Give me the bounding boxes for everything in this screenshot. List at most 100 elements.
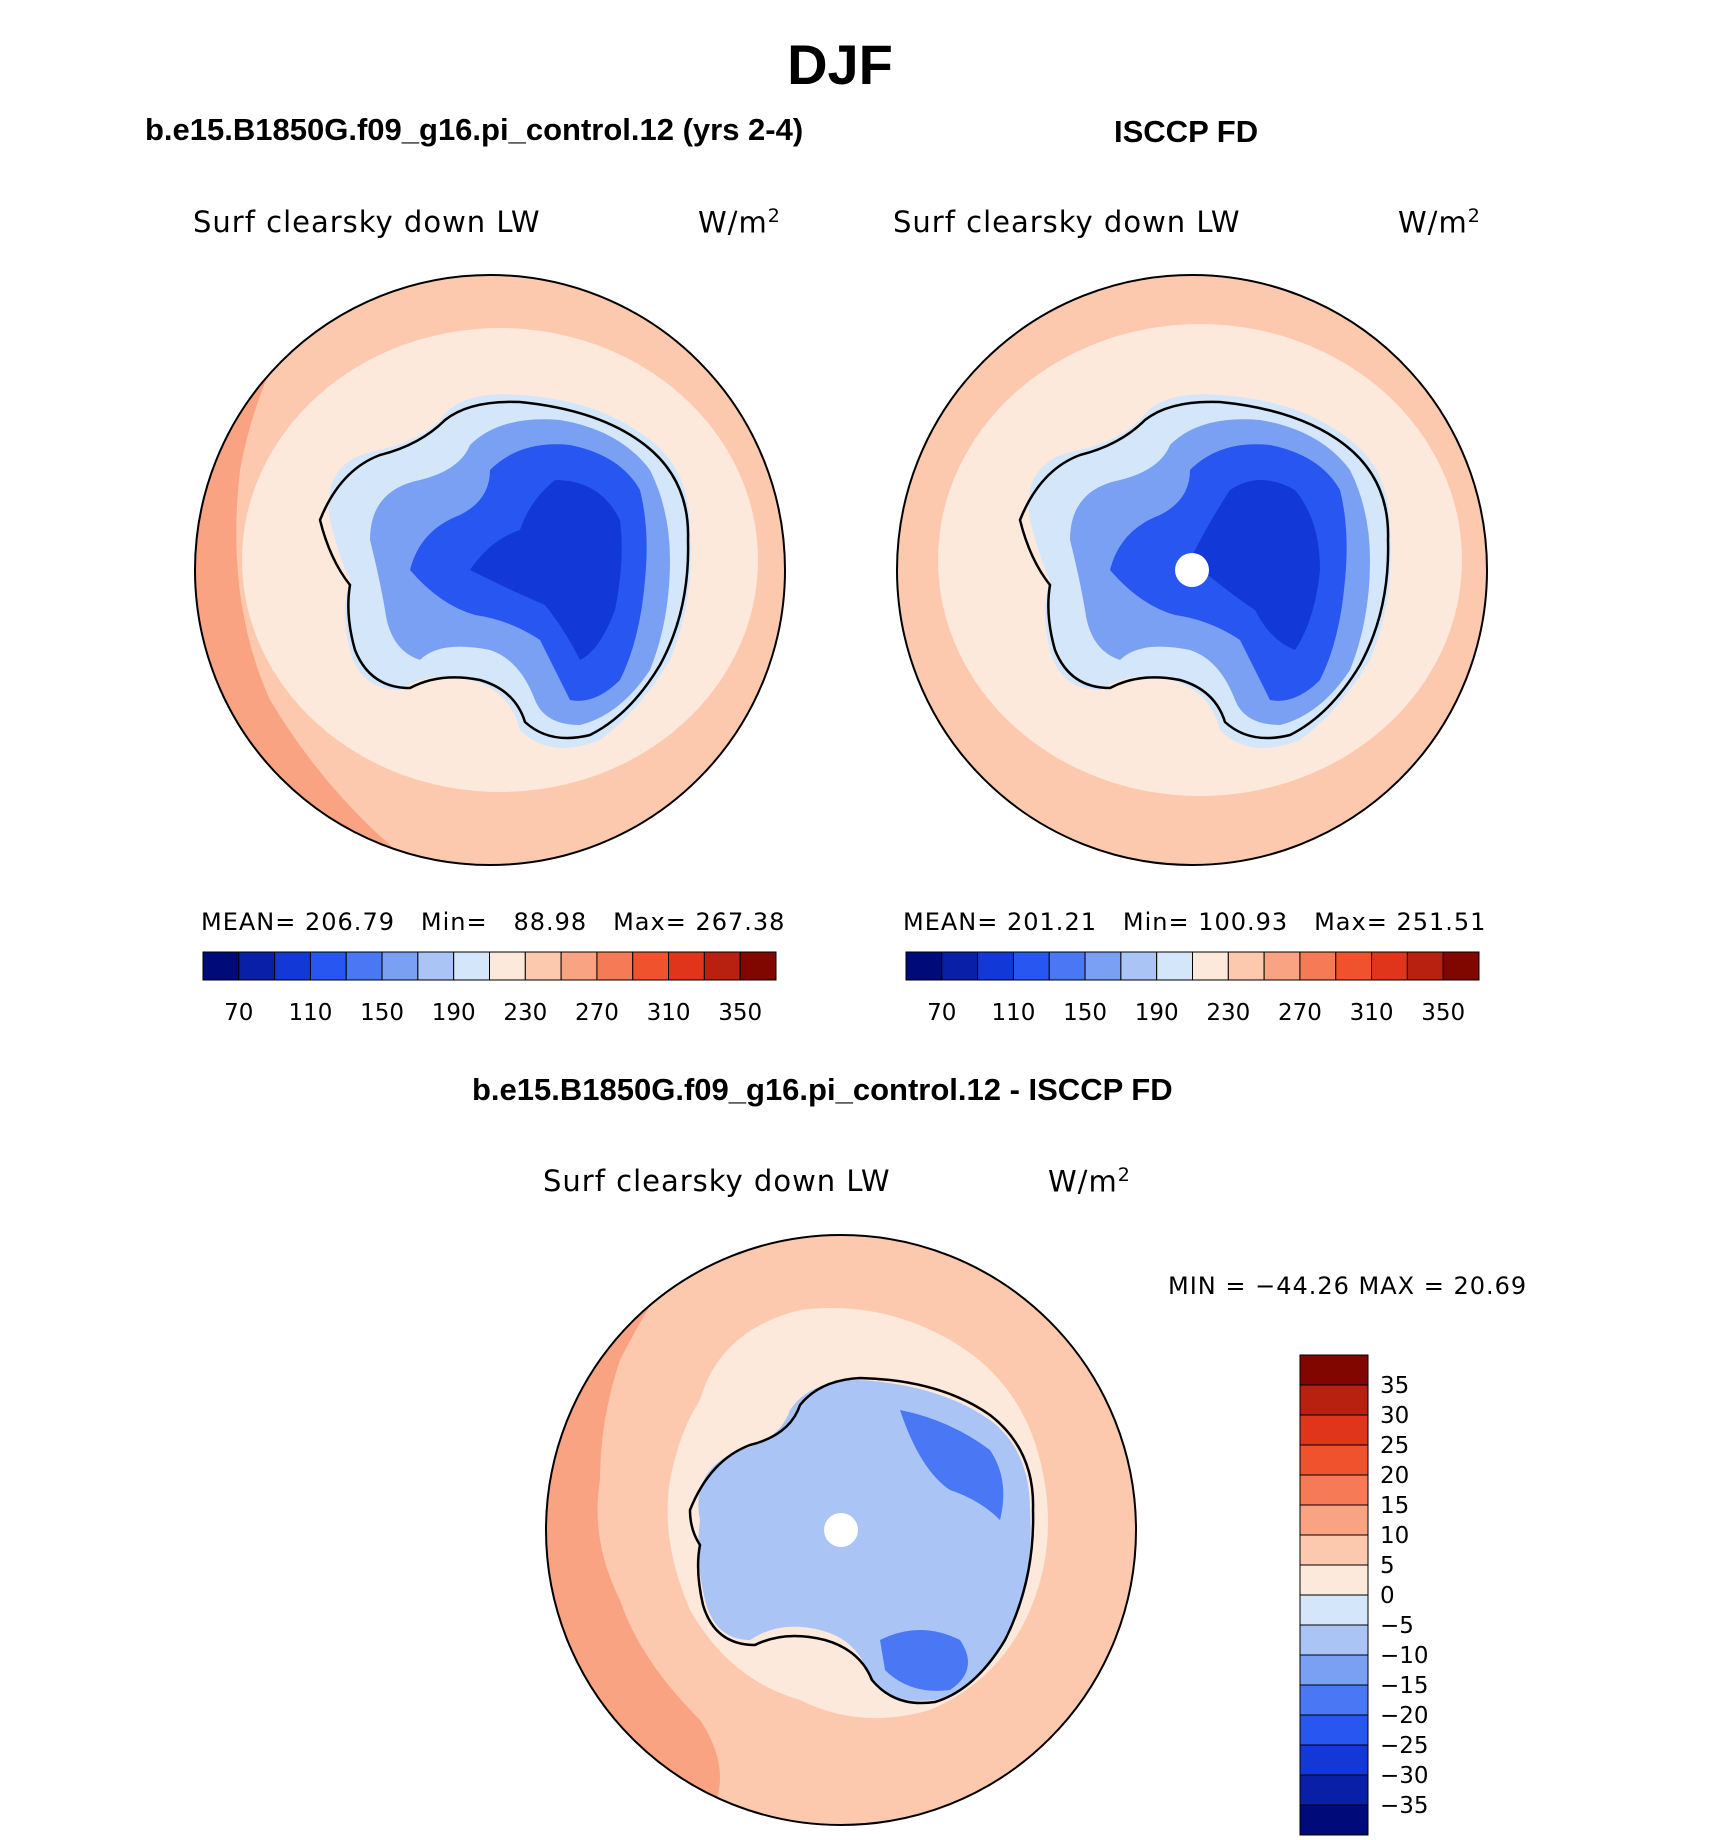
- left-colorbar-swatch: [524, 951, 562, 981]
- left-colorbar-swatch: [489, 951, 526, 981]
- right-colorbar-swatch: [1048, 951, 1086, 981]
- difference-colorbar-tick-label: −20: [1380, 1703, 1429, 1729]
- left-colorbar-tick-label: 310: [647, 1000, 691, 1026]
- right-variable-label: Surf clearsky down LW: [893, 205, 1241, 239]
- right-colorbar-swatch: [1084, 951, 1122, 981]
- difference-colorbar-swatch: [1299, 1714, 1369, 1746]
- difference-colorbar-tick-label: −5: [1380, 1613, 1414, 1639]
- difference-colorbar-tick-label: 0: [1380, 1583, 1395, 1609]
- left-colorbar-swatch: [596, 951, 634, 981]
- right-colorbar-swatch: [1263, 951, 1301, 981]
- difference-colorbar-swatch: [1299, 1384, 1369, 1416]
- left-colorbar-swatch: [345, 951, 383, 981]
- left-colorbar-swatch: [381, 951, 419, 981]
- right-max-label: Max=: [1314, 908, 1388, 936]
- right-colorbar-swatch: [1335, 951, 1373, 981]
- right-ice-core: [1190, 480, 1320, 650]
- bottom-panel-title: b.e15.B1850G.f09_g16.pi_control.12 - ISC…: [472, 1072, 1173, 1107]
- left-colorbar-swatch: [739, 951, 777, 981]
- bottom-map-border: [545, 1234, 1137, 1826]
- left-min-label: Min=: [420, 908, 488, 936]
- left-colorbar-swatch: [703, 951, 741, 981]
- right-mean-value: 201.21: [1007, 908, 1097, 936]
- bottom-diff-strong-south: [880, 1630, 968, 1691]
- bottom-units: W/m2: [1048, 1164, 1131, 1199]
- difference-colorbar-tick-label: −10: [1380, 1643, 1429, 1669]
- left-colorbar-tick-label: 350: [718, 1000, 762, 1026]
- right-colorbar-swatch: [1299, 951, 1337, 981]
- right-colorbar-tick-label: 110: [991, 1000, 1035, 1026]
- left-colorbar-swatch: [309, 951, 347, 981]
- right-colorbar-tick-label: 190: [1135, 1000, 1179, 1026]
- right-coastline: [1018, 400, 1390, 740]
- difference-colorbar-tick-label: 10: [1380, 1523, 1409, 1549]
- right-colorbar-tick-label: 310: [1350, 1000, 1394, 1026]
- difference-colorbar: −35 −30 −25 −20 −15 −10 −5 0 5 10 15 20 25 30 35: [1299, 1354, 1429, 1836]
- right-mean-label: MEAN=: [903, 908, 999, 936]
- right-max-value: 251.51: [1396, 908, 1487, 936]
- difference-colorbar-swatch: [1299, 1504, 1369, 1536]
- difference-colorbar-swatch: [1299, 1654, 1369, 1686]
- left-colorbar-tick-label: 230: [503, 1000, 547, 1026]
- difference-colorbar-tick-label: −30: [1380, 1763, 1429, 1789]
- left-colorbar-swatch: [453, 951, 490, 981]
- bottom-polar-hole: [824, 1513, 858, 1547]
- right-colorbar-swatch: [1406, 951, 1444, 981]
- difference-colorbar-tick-label: 25: [1380, 1433, 1409, 1459]
- right-colorbar-tick-label: 350: [1421, 1000, 1465, 1026]
- right-colorbar-swatch: [1371, 951, 1408, 981]
- left-mean-value: 206.79: [305, 908, 395, 936]
- left-colorbar-swatch: [202, 951, 240, 981]
- left-map: [195, 275, 785, 865]
- figure-title: DJF: [787, 33, 893, 96]
- right-colorbar-tick-label: 270: [1278, 1000, 1322, 1026]
- difference-colorbar-swatch: [1299, 1684, 1369, 1716]
- right-map-border: [896, 274, 1488, 866]
- difference-colorbar-swatch: [1299, 1744, 1369, 1776]
- left-units: W/m2: [698, 205, 781, 240]
- right-min-label: Min=: [1122, 908, 1190, 936]
- right-colorbar-tick-label: 70: [927, 1000, 956, 1026]
- right-colorbar-swatch: [1012, 951, 1050, 981]
- right-colorbar-tick-label: 230: [1206, 1000, 1250, 1026]
- difference-colorbar-tick-label: 20: [1380, 1463, 1409, 1489]
- right-colorbar: 70 110 150 190 230 270 310 350: [905, 951, 1480, 1026]
- left-max-value: 267.38: [695, 908, 786, 936]
- right-colorbar-tick-label: 150: [1063, 1000, 1107, 1026]
- right-colorbar-swatch: [1120, 951, 1158, 981]
- bottom-minmax: MIN = −44.26 MAX = 20.69: [1168, 1272, 1528, 1300]
- left-colorbar-swatch: [417, 951, 455, 981]
- left-colorbar-tick-label: 110: [288, 1000, 332, 1026]
- right-units: W/m2: [1398, 205, 1481, 240]
- bottom-map: [546, 1235, 1136, 1825]
- left-colorbar-tick-label: 190: [432, 1000, 476, 1026]
- left-colorbar-swatch: [274, 951, 311, 981]
- right-colorbar-swatch: [1156, 951, 1193, 981]
- difference-colorbar-swatch: [1299, 1414, 1369, 1446]
- right-map: [897, 275, 1487, 865]
- left-colorbar-swatch: [632, 951, 670, 981]
- bottom-diff-strong: [900, 1410, 1004, 1520]
- left-map-border: [194, 274, 786, 866]
- left-colorbar-tick-label: 270: [575, 1000, 619, 1026]
- right-colorbar-swatch: [1227, 951, 1265, 981]
- difference-colorbar-tick-label: −25: [1380, 1733, 1429, 1759]
- difference-colorbar-swatch: [1299, 1354, 1369, 1386]
- left-ice-core: [470, 480, 622, 660]
- difference-colorbar-swatch: [1299, 1444, 1369, 1476]
- right-colorbar-swatch: [905, 951, 943, 981]
- left-variable-label: Surf clearsky down LW: [193, 205, 541, 239]
- right-colorbar-swatch: [977, 951, 1014, 981]
- difference-colorbar-swatch: [1299, 1594, 1369, 1626]
- right-colorbar-swatch: [1442, 951, 1480, 981]
- left-colorbar-tick-label: 70: [224, 1000, 253, 1026]
- difference-colorbar-swatch: [1299, 1804, 1369, 1836]
- difference-colorbar-tick-label: −35: [1380, 1793, 1429, 1819]
- bottom-warm-west: [546, 1235, 720, 1825]
- difference-colorbar-tick-label: 15: [1380, 1493, 1409, 1519]
- difference-colorbar-swatch: [1299, 1624, 1369, 1656]
- left-max-label: Max=: [613, 908, 687, 936]
- bottom-variable-label: Surf clearsky down LW: [543, 1164, 891, 1198]
- left-stats: MEAN= 206.79 Min= 88.98 Max= 267.38: [201, 908, 785, 936]
